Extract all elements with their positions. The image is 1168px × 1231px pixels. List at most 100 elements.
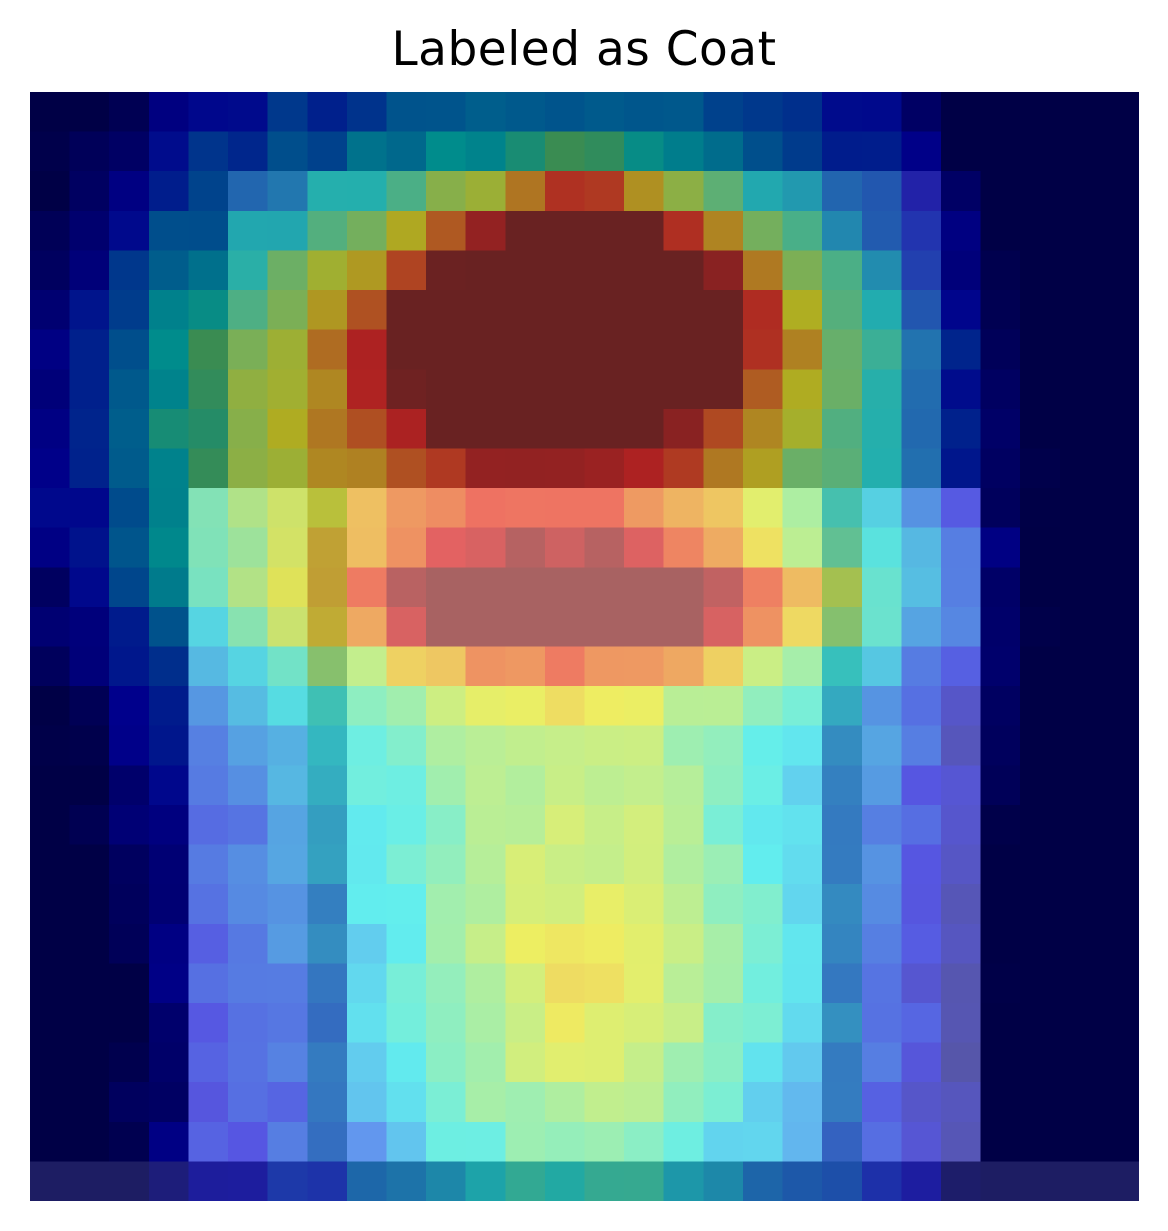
heatmap-cell	[69, 369, 111, 410]
heatmap-cell	[307, 448, 348, 489]
heatmap-cell	[901, 329, 942, 371]
heatmap-cell	[1020, 804, 1061, 846]
heatmap-cell	[307, 884, 348, 925]
heatmap-cell	[148, 250, 190, 291]
heatmap-cell	[69, 250, 111, 291]
heatmap-cell	[1020, 290, 1061, 331]
heatmap-cell	[109, 1002, 150, 1044]
heatmap-cell	[148, 963, 190, 1004]
heatmap-cell	[703, 765, 744, 806]
heatmap-cell	[584, 686, 625, 727]
heatmap-cell	[703, 1161, 744, 1201]
heatmap-cell	[742, 210, 784, 252]
heatmap-cell	[109, 1042, 150, 1083]
heatmap-cell	[69, 963, 111, 1004]
heatmap-cell	[426, 527, 467, 569]
heatmap-cell	[228, 725, 269, 767]
heatmap-cell	[901, 686, 942, 727]
heatmap-cell	[782, 963, 823, 1004]
heatmap-cell	[228, 804, 269, 846]
heatmap-cell	[426, 250, 467, 291]
heatmap-cell	[267, 171, 309, 212]
heatmap-cell	[69, 131, 111, 173]
heatmap-cell	[1059, 804, 1101, 846]
heatmap-cell	[1059, 527, 1101, 569]
heatmap-cell	[465, 923, 507, 965]
heatmap-cell	[624, 606, 665, 648]
heatmap-cell	[386, 92, 427, 133]
heatmap-cell	[822, 884, 863, 925]
heatmap-cell	[267, 725, 309, 767]
heatmap-cell	[346, 92, 388, 133]
heatmap-cell	[663, 1042, 705, 1083]
heatmap-cell	[228, 1002, 269, 1044]
heatmap-cell	[505, 171, 546, 212]
heatmap-cell	[703, 408, 744, 450]
heatmap-cell	[822, 408, 863, 450]
heatmap-cell	[1020, 488, 1061, 529]
heatmap-cell	[228, 131, 269, 173]
heatmap-cell	[861, 1042, 903, 1083]
heatmap-cell	[782, 686, 823, 727]
heatmap-cell	[307, 329, 348, 371]
heatmap-cell	[703, 369, 744, 410]
heatmap-cell	[1099, 1002, 1139, 1044]
heatmap-cell	[307, 408, 348, 450]
heatmap-cell	[109, 92, 150, 133]
heatmap-cell	[980, 131, 1021, 173]
heatmap-cell	[267, 765, 309, 806]
heatmap-cell	[69, 567, 111, 608]
heatmap-cell	[663, 1002, 705, 1044]
heatmap-cell	[544, 606, 586, 648]
heatmap-cell	[1020, 131, 1061, 173]
heatmap-cell	[148, 131, 190, 173]
heatmap-cell	[148, 290, 190, 331]
heatmap-cell	[663, 765, 705, 806]
heatmap-cell	[505, 408, 546, 450]
heatmap-cell	[544, 844, 586, 885]
heatmap-cell	[188, 329, 229, 371]
heatmap-cell	[30, 725, 71, 767]
heatmap-cell	[703, 210, 744, 252]
heatmap-cell	[426, 488, 467, 529]
heatmap-cell	[1020, 884, 1061, 925]
heatmap-cell	[188, 250, 229, 291]
heatmap-cell	[901, 646, 942, 687]
heatmap-cell	[505, 765, 546, 806]
heatmap-cell	[69, 686, 111, 727]
heatmap-cell	[544, 369, 586, 410]
heatmap-cell	[742, 329, 784, 371]
heatmap-cell	[901, 527, 942, 569]
heatmap-cell	[782, 1161, 823, 1201]
heatmap-cell	[782, 408, 823, 450]
heatmap-cell	[386, 686, 427, 727]
heatmap-cell	[980, 1082, 1021, 1123]
heatmap-cell	[940, 369, 982, 410]
heatmap-cell	[624, 884, 665, 925]
heatmap-cell	[861, 448, 903, 489]
heatmap-cell	[109, 131, 150, 173]
heatmap-cell	[544, 250, 586, 291]
heatmap-cell	[861, 567, 903, 608]
heatmap-cell	[188, 923, 229, 965]
heatmap-cell	[307, 606, 348, 648]
heatmap-cell	[228, 606, 269, 648]
heatmap-cell	[861, 527, 903, 569]
heatmap-cell	[703, 606, 744, 648]
heatmap-cell	[703, 171, 744, 212]
heatmap-cell	[1099, 765, 1139, 806]
heatmap-cell	[782, 923, 823, 965]
heatmap-cell	[505, 686, 546, 727]
heatmap-cell	[386, 923, 427, 965]
heatmap-cell	[940, 92, 982, 133]
heatmap-cell	[703, 567, 744, 608]
heatmap-cell	[69, 448, 111, 489]
heatmap-cell	[861, 329, 903, 371]
heatmap-cell	[663, 250, 705, 291]
heatmap-cell	[386, 1082, 427, 1123]
heatmap-cell	[1099, 1042, 1139, 1083]
heatmap-cell	[69, 1002, 111, 1044]
heatmap-cell	[346, 765, 388, 806]
heatmap-cell	[465, 567, 507, 608]
heatmap-cell	[148, 210, 190, 252]
